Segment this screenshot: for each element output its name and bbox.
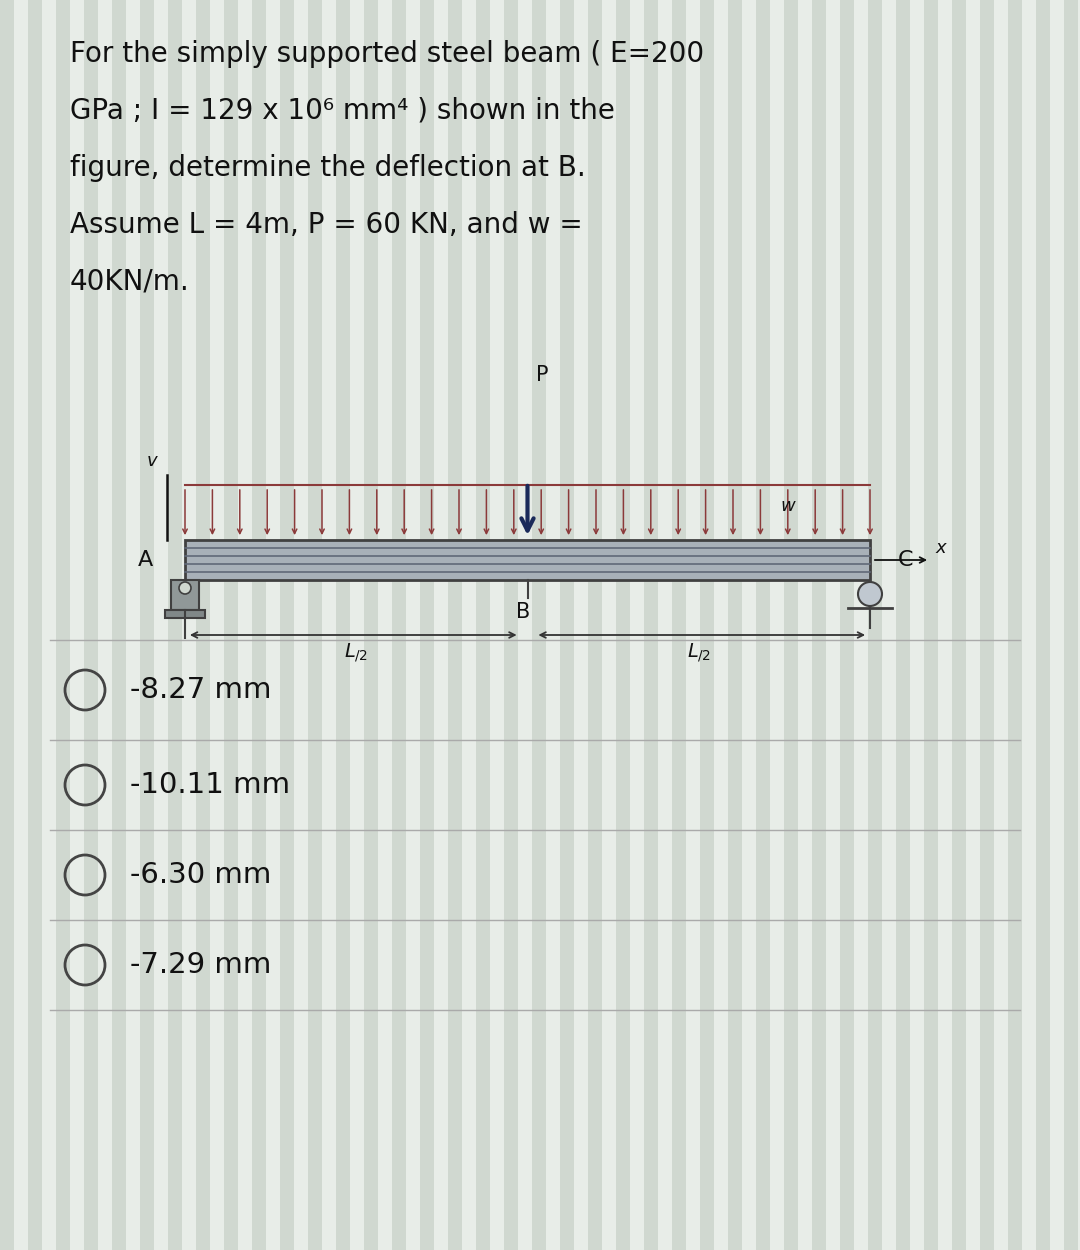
Bar — [171, 580, 199, 610]
Bar — [364, 0, 378, 1250]
Text: -10.11 mm: -10.11 mm — [130, 771, 291, 799]
Text: $L_{/2}$: $L_{/2}$ — [687, 641, 711, 664]
Bar — [756, 0, 770, 1250]
Bar — [504, 0, 518, 1250]
Text: -6.30 mm: -6.30 mm — [130, 861, 271, 889]
Circle shape — [179, 582, 191, 594]
Bar — [420, 0, 434, 1250]
Bar — [448, 0, 462, 1250]
Bar — [588, 0, 602, 1250]
Bar — [224, 0, 238, 1250]
Bar — [165, 610, 205, 618]
Text: figure, determine the deflection at B.: figure, determine the deflection at B. — [70, 154, 585, 182]
Bar — [56, 0, 70, 1250]
Bar — [195, 0, 210, 1250]
Text: -8.27 mm: -8.27 mm — [130, 676, 271, 704]
Bar — [532, 0, 546, 1250]
Text: v: v — [147, 452, 157, 470]
Bar — [185, 540, 870, 580]
Bar — [84, 0, 98, 1250]
Bar — [644, 0, 658, 1250]
Text: $L_{/2}$: $L_{/2}$ — [345, 641, 368, 664]
Bar — [812, 0, 826, 1250]
Bar — [924, 0, 939, 1250]
Bar — [112, 0, 126, 1250]
Bar — [476, 0, 490, 1250]
Bar — [280, 0, 294, 1250]
Circle shape — [858, 582, 882, 606]
Bar — [980, 0, 994, 1250]
Bar — [308, 0, 322, 1250]
Bar — [896, 0, 910, 1250]
Text: For the simply supported steel beam ( E=200: For the simply supported steel beam ( E=… — [70, 40, 704, 68]
Text: 40KN/m.: 40KN/m. — [70, 268, 190, 296]
Bar — [700, 0, 714, 1250]
Bar — [784, 0, 798, 1250]
Bar — [0, 0, 14, 1250]
Bar — [616, 0, 630, 1250]
Bar — [1008, 0, 1022, 1250]
Text: P: P — [536, 365, 548, 385]
Bar — [868, 0, 882, 1250]
Bar — [672, 0, 686, 1250]
Bar — [561, 0, 573, 1250]
Text: GPa ; I = 129 x 10⁶ mm⁴ ) shown in the: GPa ; I = 129 x 10⁶ mm⁴ ) shown in the — [70, 98, 615, 125]
Text: -7.29 mm: -7.29 mm — [130, 951, 271, 979]
Bar — [840, 0, 854, 1250]
Text: C: C — [897, 550, 914, 570]
Text: Assume L = 4m, P = 60 KN, and w =: Assume L = 4m, P = 60 KN, and w = — [70, 211, 583, 239]
Text: A: A — [138, 550, 153, 570]
Bar — [1064, 0, 1078, 1250]
Text: x: x — [935, 539, 946, 558]
Bar — [728, 0, 742, 1250]
Bar — [392, 0, 406, 1250]
Text: B: B — [516, 602, 530, 622]
Bar — [1036, 0, 1050, 1250]
Bar — [28, 0, 42, 1250]
Bar — [252, 0, 266, 1250]
Bar — [951, 0, 966, 1250]
Bar — [140, 0, 154, 1250]
Text: w: w — [780, 498, 795, 515]
Bar — [336, 0, 350, 1250]
Bar — [168, 0, 183, 1250]
